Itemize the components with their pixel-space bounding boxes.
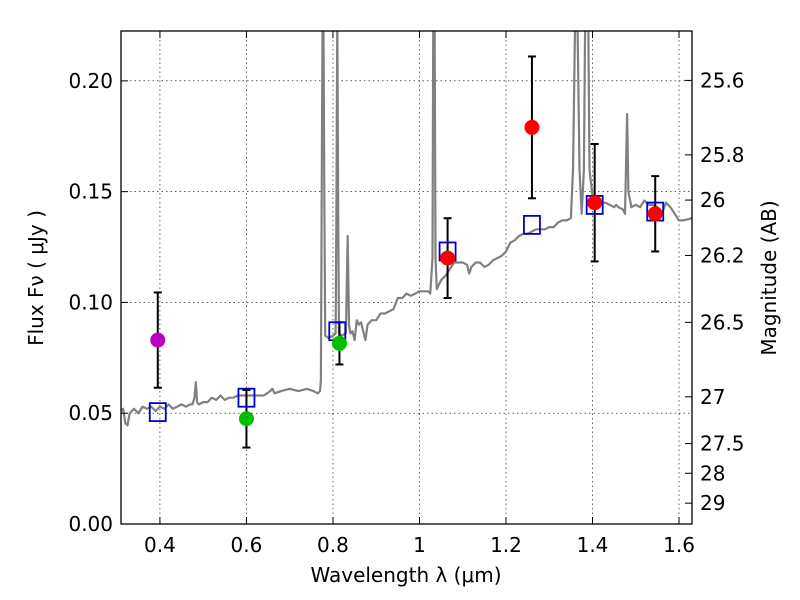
y-axis-ticks: 0.00 0.05 0.10 0.15 0.20 [68,69,128,536]
right-tick-label: 25.8 [700,143,745,167]
observed-photometry-point [150,332,166,348]
observed-photometry-point [524,119,540,135]
right-tick-label: 26.5 [700,310,745,334]
right-tick-label: 28 [700,461,725,485]
right-tick-label: 26 [700,188,725,212]
y-axis-label: Flux Fν ( μJy ) [24,210,48,346]
observed-photometry-point [587,195,603,211]
observed-photometry-point [238,411,254,427]
x-tick-label: 0.6 [231,533,263,557]
model-photometry-point [237,387,256,408]
right-tick-label: 26.2 [700,243,745,267]
x-axis-label: Wavelength λ (μm) [310,563,501,587]
model-photometry-layer [148,195,665,423]
model-photometry-point [523,214,541,235]
right-axis-ticks: 25.6 25.8 26 26.2 26.5 27 27.5 28 29 [685,68,745,515]
y-tick-label: 0.10 [68,290,113,314]
model-photometry-point [148,402,167,423]
grid-lines [121,31,692,525]
observed-photometry-point [440,250,456,266]
x-tick-label: 0.4 [144,533,176,557]
x-tick-label: 1.2 [490,533,522,557]
y-tick-label: 0.05 [68,401,113,425]
x-tick-label: 1.6 [663,533,695,557]
right-tick-label: 27.5 [700,432,745,456]
spectrum-line [121,31,692,427]
y-tick-label: 0.00 [68,512,113,536]
observed-photometry-layer [150,119,663,427]
right-tick-label: 25.6 [700,68,745,92]
plot-frame [120,30,693,525]
y-tick-label: 0.20 [68,69,113,93]
x-tick-label: 1.4 [577,533,609,557]
spectrum-layer [121,31,692,427]
x-tick-label: 0.8 [317,533,349,557]
x-axis-ticks: 0.4 0.6 0.8 1 1.2 1.4 1.6 [144,31,695,557]
x-tick-label: 1 [413,533,426,557]
observed-photometry-point [647,206,663,222]
right-tick-label: 27 [700,385,725,409]
right-tick-label: 29 [700,491,725,515]
right-axis-label: Magnitude (AB) [757,200,781,355]
observed-photometry-point [331,335,347,351]
y-tick-label: 0.15 [68,180,113,204]
